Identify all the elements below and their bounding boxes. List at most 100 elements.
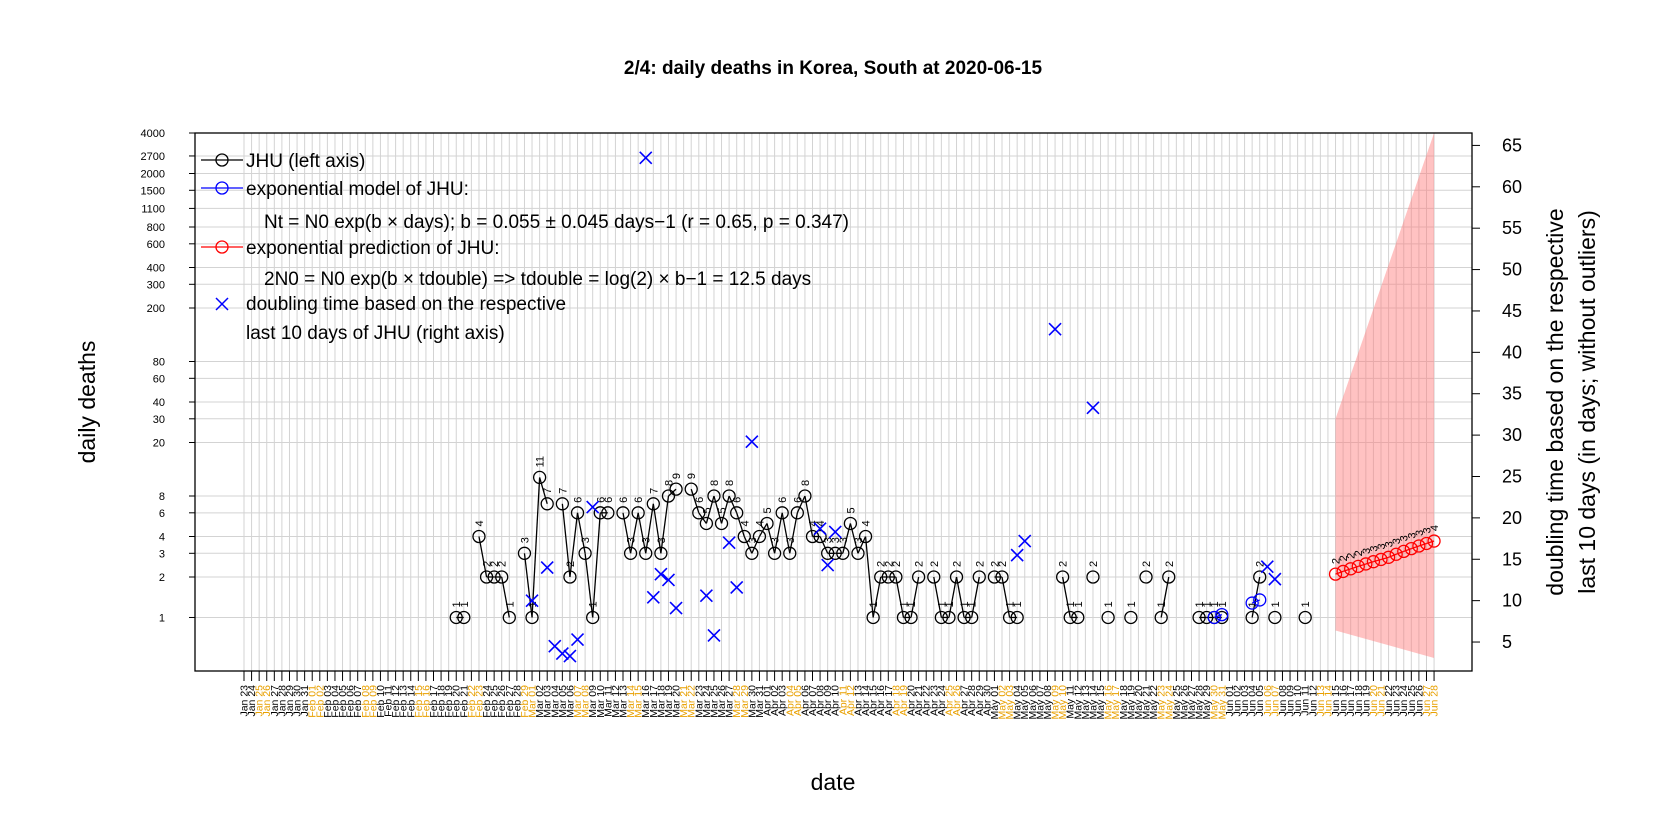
doubling-point-stroke bbox=[745, 435, 759, 449]
jhu-point bbox=[646, 497, 660, 511]
prediction-segment bbox=[1418, 542, 1427, 547]
x-tick-label: Feb 05 bbox=[337, 685, 349, 718]
jhu-label: 1 bbox=[527, 601, 539, 607]
x-tick-label: Apr 09 bbox=[822, 685, 834, 716]
jhu-point bbox=[517, 546, 532, 560]
doubling-point-stroke bbox=[548, 639, 562, 653]
x-tick-label: Jan 30 bbox=[292, 685, 304, 717]
jhu-segment bbox=[796, 495, 806, 514]
jhu-point bbox=[449, 610, 463, 625]
jhu-point bbox=[639, 546, 653, 560]
jhu-point bbox=[631, 506, 645, 520]
x-tick-label: Jun 03 bbox=[1239, 685, 1251, 717]
jhu-label: 1 bbox=[1247, 601, 1259, 607]
jhu-point bbox=[707, 489, 721, 503]
x-tick-label: Mar 12 bbox=[610, 685, 622, 718]
x-tick-label: Feb 10 bbox=[375, 685, 387, 718]
x-tick-label: Apr 05 bbox=[792, 685, 804, 716]
legend-doubling-marker bbox=[215, 297, 229, 311]
jhu-label: 2 bbox=[929, 561, 941, 567]
legend-jhu-marker bbox=[215, 153, 229, 167]
x-tick-label: May 19 bbox=[1125, 685, 1137, 720]
jhu-label: 2 bbox=[482, 561, 494, 567]
doubling-point-stroke bbox=[1086, 401, 1100, 415]
x-tick-label: Mar 11 bbox=[602, 685, 614, 717]
prediction-label: 3 bbox=[1406, 533, 1418, 539]
doubling-point bbox=[1268, 572, 1282, 586]
right-axis: 5 10 15 20 25 30 35 40 45 50 55 60 65 bbox=[1472, 135, 1522, 652]
left-tick-label: 600 bbox=[147, 239, 165, 251]
right-tick-label: 35 bbox=[1502, 384, 1522, 404]
jhu-segment bbox=[895, 576, 905, 618]
x-tick-label: Mar 07 bbox=[572, 685, 584, 718]
doubling-point-stroke bbox=[540, 560, 554, 575]
x-tick-label: May 12 bbox=[1072, 685, 1084, 720]
left-tick-label: 40 bbox=[153, 397, 165, 409]
x-tick-label: Feb 15 bbox=[413, 685, 425, 718]
x-tick-label: Feb 26 bbox=[496, 685, 508, 718]
jhu-segment bbox=[910, 576, 920, 618]
jhu-label: 1 bbox=[898, 601, 910, 607]
prediction-point bbox=[1397, 544, 1411, 559]
doubling-point bbox=[525, 594, 539, 608]
jhu-point bbox=[949, 570, 964, 584]
x-tick-label: Apr 03 bbox=[777, 685, 789, 716]
x-tick-label: May 20 bbox=[1133, 685, 1145, 720]
x-tick-label: Apr 26 bbox=[951, 685, 963, 716]
jhu-segment bbox=[629, 512, 639, 554]
prediction-label: 2 bbox=[1346, 553, 1358, 559]
doubling-point-stroke bbox=[563, 649, 577, 663]
x-tick-label: Jun 25 bbox=[1406, 685, 1418, 717]
prediction-point bbox=[1351, 559, 1365, 573]
doubling-point-stroke bbox=[661, 573, 676, 587]
x-tick-label: May 24 bbox=[1163, 685, 1175, 720]
x-tick-label: Feb 03 bbox=[322, 685, 334, 718]
x-tick-label: Mar 28 bbox=[731, 685, 743, 718]
x-tick-label: Mar 01 bbox=[527, 685, 539, 718]
doubling-point bbox=[646, 590, 660, 604]
prediction-point bbox=[1427, 534, 1441, 548]
x-tick-label: Feb 23 bbox=[473, 685, 485, 718]
x-tick-label: Feb 07 bbox=[352, 685, 364, 718]
left-tick-label: 8 bbox=[159, 491, 165, 503]
jhu-point bbox=[942, 610, 956, 625]
x-tick-label: Jun 01 bbox=[1224, 685, 1236, 717]
x-tick-label: May 11 bbox=[1065, 685, 1077, 719]
right-tick-label: 30 bbox=[1502, 425, 1522, 445]
jhu-point bbox=[760, 516, 774, 531]
left-tick-label: 1100 bbox=[141, 203, 165, 215]
x-tick-label: Feb 28 bbox=[511, 685, 523, 718]
prediction-label: 3 bbox=[1368, 546, 1380, 552]
jhu-label: 6 bbox=[595, 497, 607, 503]
legend-doubling-label-line2: last 10 days of JHU (right axis) bbox=[246, 323, 505, 344]
x-tick-label: Jan 23 bbox=[239, 685, 251, 717]
chart-title: 2/4: daily deaths in Korea, South at 202… bbox=[624, 58, 1043, 79]
x-tick-label: Mar 21 bbox=[678, 685, 690, 718]
model-point bbox=[1207, 610, 1221, 625]
jhu-point bbox=[798, 489, 812, 503]
x-tick-label: Apr 29 bbox=[974, 685, 986, 716]
doubling-point-stroke bbox=[570, 632, 585, 647]
jhu-segment bbox=[538, 477, 548, 504]
x-tick-label: Apr 24 bbox=[936, 685, 948, 716]
jhu-segment bbox=[971, 576, 980, 618]
x-tick-label: Jun 19 bbox=[1360, 685, 1372, 717]
model-point bbox=[1253, 593, 1267, 607]
jhu-point bbox=[927, 570, 941, 584]
x-tick-label: Mar 14 bbox=[625, 685, 637, 718]
legend-prediction-label: exponential prediction of JHU: bbox=[246, 238, 499, 259]
legend-doubling-label-line1: doubling time based on the respective bbox=[246, 294, 566, 315]
x-tick-label: Apr 01 bbox=[762, 685, 774, 716]
jhu-point bbox=[767, 546, 782, 560]
right-tick-label: 40 bbox=[1502, 342, 1522, 362]
doubling-point-stroke bbox=[1268, 572, 1282, 586]
jhu-label: 3 bbox=[580, 537, 592, 543]
legend-model-marker bbox=[215, 181, 229, 195]
x-tick-label: Feb 24 bbox=[481, 685, 493, 718]
jhu-point bbox=[972, 570, 986, 584]
doubling-point-stroke bbox=[707, 628, 721, 642]
prediction-band bbox=[1335, 133, 1435, 658]
prediction-point bbox=[1328, 567, 1343, 581]
x-tick-label: Apr 17 bbox=[883, 685, 895, 716]
left-tick-label: 200 bbox=[147, 303, 165, 315]
